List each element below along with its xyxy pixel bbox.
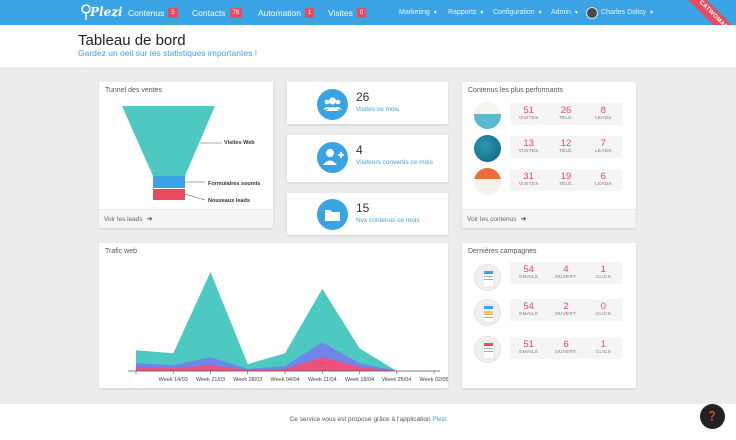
campaign-thumbnail[interactable] <box>474 264 501 291</box>
stat-card-contents: 15 Nvx contenus ce mois <box>287 193 448 235</box>
nav-item-contenus[interactable]: Contenus 5 <box>128 0 178 25</box>
count-badge: 5 <box>168 7 178 18</box>
funnel-label-leads: Nouveaux leads <box>208 198 250 204</box>
chevron-down-icon: ▾ <box>538 10 542 16</box>
x-tick-label: Week 04/04 <box>270 377 299 383</box>
funnel-chart <box>122 106 222 201</box>
chat-help-button[interactable]: ❓ <box>700 404 725 429</box>
content-thumbnail[interactable] <box>474 135 501 162</box>
count-badge: 0 <box>356 7 367 18</box>
menu-admin[interactable]: Admin ▾ <box>551 9 578 16</box>
stat-label: Nvx contenus ce mois <box>356 217 420 224</box>
content-metrics-row: 13 VISITES 12 TÉLÉ. 7 LEADS <box>510 136 622 158</box>
nav-item-contacts[interactable]: Contacts 78 <box>192 0 243 25</box>
traffic-area-chart: Week 14/03 Week 21/03 Week 28/03 Week 04/04… <box>128 272 448 383</box>
nav-item-automation[interactable]: Automation 1 <box>258 0 315 25</box>
arrow-right-icon: ➔ <box>146 216 153 223</box>
user-menu[interactable]: Charles Dolisy ▾ <box>586 0 653 25</box>
x-tick-label: Week 11/04 <box>308 377 337 383</box>
stat-value: 26 <box>356 90 370 104</box>
stat-card-visits: 26 Visites ce mois <box>287 82 448 124</box>
page-subtitle: Gardez un oeil sur les statistiques impo… <box>78 48 258 58</box>
pin-logo-icon <box>81 4 91 20</box>
logo-text: Plezi <box>90 5 123 19</box>
campaign-thumbnail[interactable] <box>474 336 501 363</box>
card-title: Contenus les plus performants <box>468 87 563 94</box>
x-tick-label: Week 18/04 <box>345 377 374 383</box>
top-navigation-bar: Plezi Contenus 5 Contacts 78 Automation … <box>0 0 736 52</box>
content-thumbnail[interactable] <box>474 168 501 195</box>
view-leads-link[interactable]: Voir les leads ➔ <box>99 209 273 228</box>
chevron-down-icon: ▾ <box>433 10 437 16</box>
x-tick-label: Week 02/05 <box>419 377 448 383</box>
card-title: Dernières campagnes <box>468 248 537 255</box>
users-icon <box>317 89 348 120</box>
stat-label: Visites ce mois <box>356 106 400 113</box>
menu-marketing[interactable]: Marketing ▾ <box>399 9 437 16</box>
chevron-down-icon: ▾ <box>480 10 484 16</box>
web-traffic-card: Trafic web Week 14/03 Week 21/03 Week 28/0… <box>99 243 448 388</box>
card-title: Tunnel des ventes <box>105 87 162 94</box>
content-metrics-row: 51 VISITES 26 TÉLÉ. 8 LEADS <box>510 103 622 125</box>
area-series-2 <box>136 357 434 371</box>
campaign-thumbnail[interactable] <box>474 299 501 326</box>
funnel-stage-leads <box>153 189 185 200</box>
menu-rapports[interactable]: Rapports ▾ <box>448 9 484 16</box>
x-tick-label: Week 21/03 <box>196 377 225 383</box>
campaign-metrics-row: 54 EMAILS 2 OUVERT. 0 CLICS <box>510 299 622 321</box>
content-thumbnail[interactable] <box>474 102 501 129</box>
x-tick-label: Week 28/03 <box>233 377 262 383</box>
nav-item-visites[interactable]: Visites 0 <box>328 0 367 25</box>
funnel-pointer-line <box>184 193 206 201</box>
x-tick-label: Week 25/04 <box>382 377 411 383</box>
area-series-1 <box>136 342 434 371</box>
folder-icon <box>317 199 348 230</box>
chevron-down-icon: ▾ <box>574 10 578 16</box>
stat-card-converted: 4 Visiteurs convertis ce mois <box>287 135 448 182</box>
arrow-right-icon: ➔ <box>520 216 527 223</box>
chat-bubble-icon: ❓ <box>706 411 719 421</box>
area-series-0 <box>136 272 434 371</box>
sales-funnel-card: Tunnel des ventes Visites Web Formulaire… <box>99 82 273 228</box>
funnel-stage-visites <box>122 106 215 176</box>
funnel-label-visites: Visites Web <box>224 140 255 146</box>
count-badge: 78 <box>229 7 243 18</box>
x-tick-label: Week 14/03 <box>159 377 188 383</box>
content-metrics-row: 31 VISITES 19 TÉLÉ. 6 LEADS <box>510 169 622 191</box>
stat-label: Visiteurs convertis ce mois <box>356 159 433 166</box>
chevron-down-icon: ▾ <box>650 10 654 16</box>
stat-value: 15 <box>356 201 370 215</box>
campaign-metrics-row: 51 EMAILS 6 OUVERT. 1 CLICS <box>510 337 622 359</box>
top-content-card: Contenus les plus performants 51 VISITES … <box>462 82 636 228</box>
stat-value: 4 <box>356 143 363 157</box>
add-user-icon <box>317 142 348 173</box>
avatar <box>586 6 598 19</box>
funnel-stage-formulaires <box>153 176 185 188</box>
page-title: Tableau de bord <box>78 32 186 49</box>
view-contents-link[interactable]: Voir les contenus ➔ <box>462 209 636 228</box>
plezi-link[interactable]: Plezi <box>432 416 447 423</box>
page-header: Tableau de bord Gardez un oeil sur les s… <box>0 25 736 67</box>
funnel-label-formulaires: Formulaires soumis <box>208 181 261 187</box>
count-badge: 1 <box>305 7 315 18</box>
menu-configuration[interactable]: Configuration ▾ <box>493 9 542 16</box>
card-title: Trafic web <box>105 248 138 255</box>
campaign-metrics-row: 54 EMAILS 4 OUVERT. 1 CLICS <box>510 262 622 284</box>
plezi-logo[interactable]: Plezi <box>80 3 123 21</box>
page-footer: Ce service vous est proposé grâce à l'ap… <box>0 404 736 440</box>
